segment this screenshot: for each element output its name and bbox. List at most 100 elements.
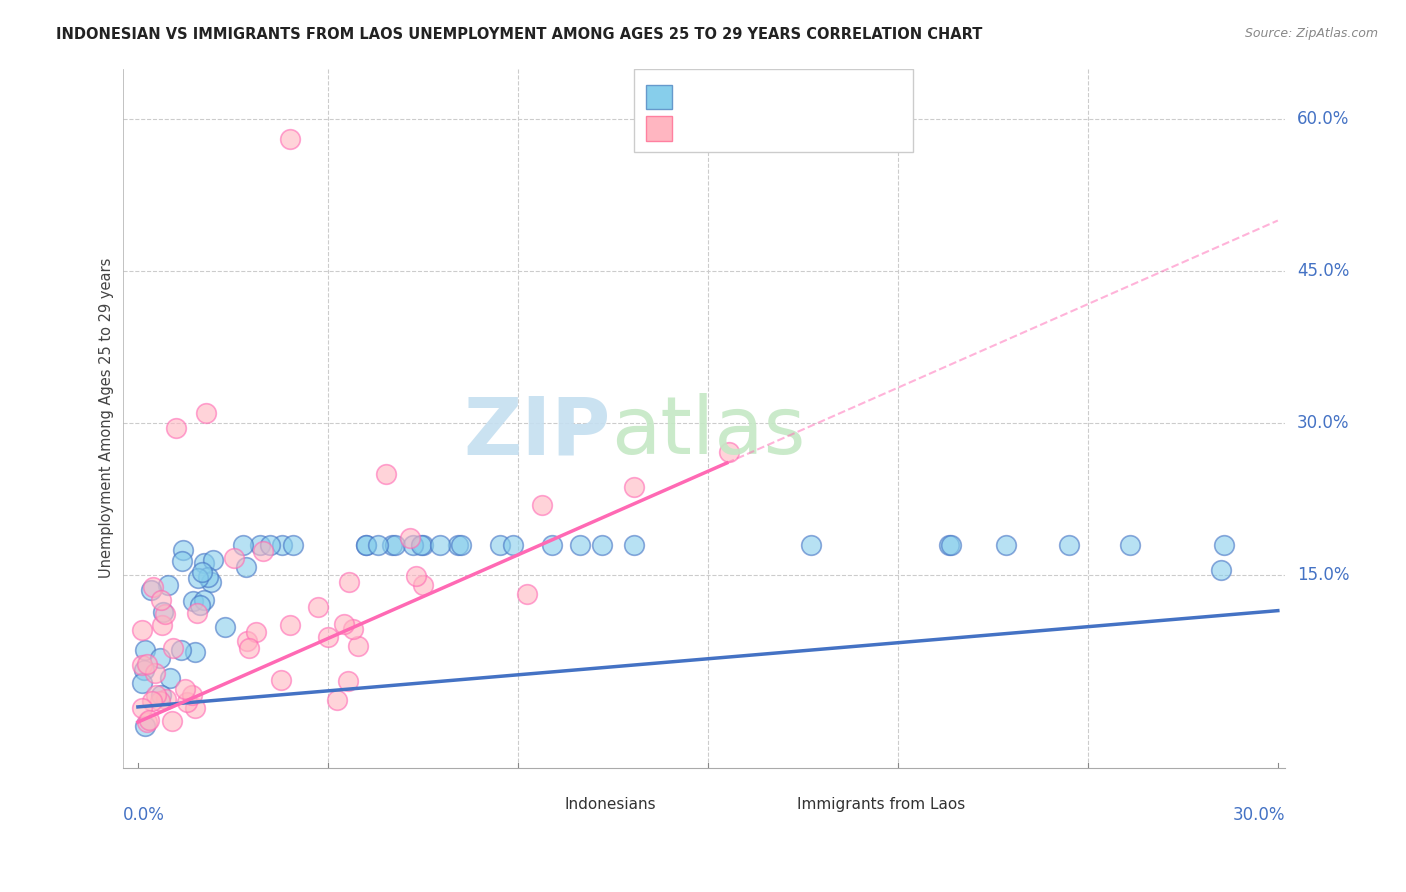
Bar: [645, 116, 672, 141]
Point: [384, 538, 406, 552]
Point: [447, 538, 470, 552]
Text: Indonesians: Indonesians: [565, 797, 657, 812]
Point: [307, 599, 329, 614]
Point: [278, 132, 301, 146]
Text: 0.347: 0.347: [731, 122, 783, 140]
Text: 48: 48: [841, 122, 865, 140]
Point: [191, 566, 214, 580]
Point: [184, 700, 207, 714]
Point: [193, 593, 215, 607]
Point: [149, 694, 172, 708]
Point: [150, 618, 173, 632]
Point: [155, 607, 177, 621]
Point: [135, 714, 157, 729]
Point: [450, 538, 472, 552]
Point: [131, 657, 153, 672]
Point: [409, 538, 432, 552]
Point: [429, 538, 451, 552]
Text: 0.244: 0.244: [731, 91, 783, 109]
Point: [150, 592, 173, 607]
Bar: [768, 796, 792, 814]
Point: [316, 630, 339, 644]
Bar: [645, 85, 672, 109]
Point: [405, 568, 427, 582]
Point: [149, 688, 172, 702]
Point: [412, 578, 434, 592]
Point: [142, 580, 165, 594]
Point: [162, 641, 184, 656]
Point: [141, 582, 163, 597]
Point: [134, 719, 156, 733]
Text: INDONESIAN VS IMMIGRANTS FROM LAOS UNEMPLOYMENT AMONG AGES 25 TO 29 YEARS CORREL: INDONESIAN VS IMMIGRANTS FROM LAOS UNEMP…: [56, 27, 983, 42]
Point: [325, 692, 347, 706]
Text: N =: N =: [797, 91, 834, 109]
Point: [187, 571, 209, 585]
Point: [134, 663, 156, 677]
Point: [623, 538, 645, 552]
Point: [938, 538, 960, 552]
Text: R =: R =: [685, 91, 720, 109]
Point: [143, 665, 166, 680]
Point: [718, 444, 741, 458]
Point: [347, 639, 370, 653]
Point: [623, 480, 645, 494]
Point: [1213, 538, 1236, 552]
Point: [399, 531, 422, 545]
Point: [412, 538, 434, 552]
Text: Immigrants from Laos: Immigrants from Laos: [797, 797, 966, 812]
Text: R =: R =: [685, 122, 720, 140]
Point: [134, 642, 156, 657]
Point: [193, 556, 215, 570]
Bar: [634, 69, 914, 153]
Text: 30.0%: 30.0%: [1233, 806, 1285, 824]
Text: N =: N =: [797, 122, 834, 140]
Point: [336, 673, 359, 688]
Point: [568, 538, 591, 552]
Point: [159, 671, 181, 685]
Text: 30.0%: 30.0%: [1298, 414, 1350, 433]
Point: [200, 575, 222, 590]
Point: [259, 538, 281, 552]
Point: [235, 560, 257, 574]
Point: [131, 623, 153, 637]
Point: [141, 694, 163, 708]
Point: [337, 575, 360, 590]
Point: [214, 620, 236, 634]
Point: [270, 538, 292, 552]
Point: [145, 689, 167, 703]
Point: [131, 700, 153, 714]
Point: [181, 594, 204, 608]
Point: [939, 538, 962, 552]
Point: [516, 587, 538, 601]
Point: [281, 538, 304, 552]
Point: [172, 543, 194, 558]
Point: [591, 538, 613, 552]
Point: [238, 641, 260, 656]
Point: [160, 714, 183, 728]
Point: [176, 695, 198, 709]
Point: [222, 551, 245, 566]
Point: [375, 467, 398, 481]
Point: [249, 538, 271, 552]
Point: [402, 538, 425, 552]
Point: [367, 538, 389, 552]
Point: [1209, 563, 1232, 577]
Point: [135, 657, 157, 671]
Text: 55: 55: [841, 91, 865, 109]
Point: [197, 570, 219, 584]
Point: [1119, 538, 1142, 552]
Point: [232, 538, 254, 552]
Text: 0.0%: 0.0%: [122, 806, 165, 824]
Point: [530, 498, 553, 512]
Point: [1059, 538, 1081, 552]
Point: [280, 617, 302, 632]
Point: [270, 673, 292, 687]
Point: [172, 554, 194, 568]
Point: [994, 538, 1017, 552]
Point: [156, 578, 179, 592]
Point: [195, 406, 218, 420]
Text: ZIP: ZIP: [464, 393, 612, 471]
Point: [381, 538, 404, 552]
Point: [149, 651, 172, 665]
Text: 60.0%: 60.0%: [1298, 111, 1350, 128]
